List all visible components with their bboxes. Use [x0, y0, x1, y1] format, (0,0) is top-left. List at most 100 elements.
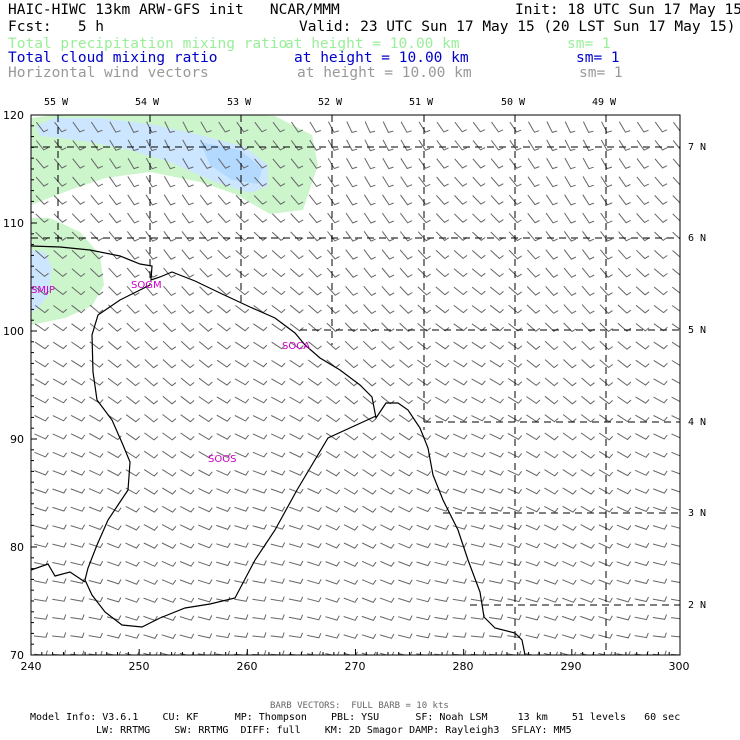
- wind-barb: [562, 505, 577, 513]
- wind-barb: [234, 632, 249, 638]
- wind-barb: [436, 158, 449, 169]
- wind-barb: [453, 213, 468, 223]
- wind-barb: [161, 542, 177, 549]
- wind-barb: [308, 286, 322, 296]
- wind-barb: [490, 268, 504, 278]
- wind-barb: [452, 488, 468, 494]
- wind-barb: [361, 542, 377, 549]
- wind-barb: [435, 323, 450, 332]
- wind-barb: [307, 633, 322, 639]
- wind-barb: [472, 195, 486, 205]
- lat-label: 5 N: [688, 325, 706, 336]
- wind-barb: [236, 140, 249, 151]
- wind-barb: [109, 139, 121, 151]
- wind-barb: [544, 450, 559, 459]
- wind-barb: [416, 488, 432, 495]
- wind-barb: [654, 231, 668, 242]
- wind-barb: [343, 524, 359, 531]
- wind-barb: [52, 506, 67, 512]
- wind-barb: [309, 121, 321, 133]
- wind-barb: [345, 176, 358, 188]
- wind-barb: [544, 359, 559, 369]
- wind-barb: [526, 414, 541, 423]
- wind-barb: [344, 469, 359, 477]
- wind-barb: [127, 157, 139, 170]
- wind-barb: [544, 414, 559, 423]
- wind-barb: [382, 176, 394, 188]
- wind-barb: [525, 651, 540, 655]
- wind-barb: [90, 121, 103, 133]
- wind-barb: [198, 524, 213, 531]
- wind-barb: [452, 524, 468, 530]
- wind-barb: [580, 414, 595, 423]
- wind-barb: [234, 506, 249, 512]
- wind-barb: [72, 176, 85, 187]
- wind-barb: [325, 432, 341, 441]
- wind-barb: [490, 176, 504, 187]
- wind-barb: [34, 415, 49, 422]
- wind-barb: [562, 524, 577, 531]
- wind-barb: [34, 396, 49, 404]
- wind-barb: [216, 578, 231, 585]
- cloud-area-west: [31, 250, 52, 312]
- wind-barb: [546, 139, 558, 152]
- wind-barb: [90, 140, 103, 151]
- wind-barb: [34, 488, 49, 494]
- wind-barb: [509, 121, 522, 133]
- wind-barb: [580, 505, 595, 513]
- wind-barb: [398, 377, 413, 387]
- wind-barb: [600, 157, 613, 170]
- wind-barb: [71, 213, 86, 223]
- wind-barb: [672, 140, 680, 150]
- wind-barb: [88, 469, 104, 476]
- wind-barb: [253, 268, 268, 278]
- wind-barb: [270, 524, 286, 530]
- wind-barb: [289, 396, 304, 404]
- wind-barb: [470, 650, 485, 655]
- wind-barb: [652, 560, 668, 566]
- wind-barb: [217, 304, 231, 314]
- wind-barb: [343, 651, 358, 655]
- wind-barb: [326, 341, 340, 351]
- wind-barb: [380, 395, 395, 405]
- wind-barb: [489, 286, 504, 296]
- wind-barb: [653, 359, 668, 368]
- wind-barb: [307, 543, 322, 549]
- wind-barb: [580, 560, 595, 567]
- wind-barb: [672, 268, 680, 276]
- wind-barb: [564, 139, 576, 152]
- wind-barb: [217, 213, 231, 224]
- wind-barb: [398, 414, 413, 423]
- wind-barb: [53, 195, 67, 205]
- wind-barb: [90, 158, 103, 169]
- wind-barb: [417, 268, 431, 278]
- wind-barb: [125, 579, 140, 585]
- wind-barb: [398, 633, 413, 639]
- wind-barb: [52, 614, 67, 620]
- wind-barb: [144, 322, 158, 333]
- wind-barb: [436, 176, 449, 187]
- wind-barb: [217, 286, 231, 296]
- wind-barb: [471, 470, 486, 476]
- wind-barb: [343, 633, 358, 639]
- wind-barb: [90, 176, 104, 187]
- wind-barb: [252, 524, 267, 530]
- wind-barb: [470, 542, 486, 548]
- wind-barb: [472, 213, 486, 223]
- lon-label: 51 W: [409, 97, 434, 108]
- wind-barb: [525, 469, 541, 477]
- wind-barb: [398, 542, 413, 549]
- wind-barb: [653, 433, 668, 440]
- wind-barb: [164, 139, 176, 152]
- wind-barb: [309, 158, 322, 169]
- wind-barb: [453, 396, 468, 404]
- wind-barb: [199, 231, 213, 242]
- wind-barb: [307, 359, 322, 368]
- wind-barb: [526, 304, 541, 314]
- wind-barb: [435, 231, 450, 242]
- wind-barb: [327, 194, 340, 206]
- wind-barb: [180, 450, 195, 459]
- wind-barb: [106, 615, 122, 621]
- wind-barb: [616, 487, 632, 495]
- wind-barb: [327, 158, 340, 170]
